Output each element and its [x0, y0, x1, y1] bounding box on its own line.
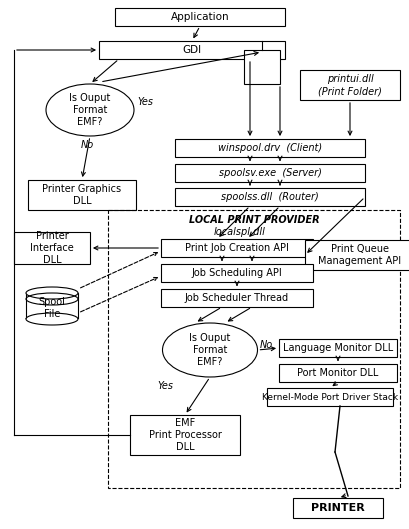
FancyBboxPatch shape	[304, 240, 409, 270]
Text: Application: Application	[170, 12, 229, 22]
Text: Yes: Yes	[157, 381, 173, 391]
Text: Print Job Creation API: Print Job Creation API	[184, 243, 288, 253]
FancyBboxPatch shape	[99, 41, 284, 59]
Ellipse shape	[26, 313, 78, 325]
Bar	[26, 293, 78, 319]
Text: Print Queue
Management API: Print Queue Management API	[318, 244, 400, 266]
Text: printui.dll
(Print Folder): printui.dll (Print Folder)	[317, 74, 381, 96]
FancyBboxPatch shape	[278, 339, 396, 357]
Text: spoolsv.exe  (Server): spoolsv.exe (Server)	[218, 168, 321, 178]
Text: LOCAL PRINT PROVIDER: LOCAL PRINT PROVIDER	[188, 215, 319, 225]
Text: No: No	[80, 140, 93, 150]
Text: PRINTER: PRINTER	[310, 503, 364, 513]
FancyBboxPatch shape	[278, 364, 396, 382]
FancyBboxPatch shape	[14, 232, 90, 264]
Text: Printer Graphics
DLL: Printer Graphics DLL	[43, 184, 121, 206]
Text: Job Scheduling API: Job Scheduling API	[191, 268, 282, 278]
Ellipse shape	[26, 287, 78, 299]
Ellipse shape	[46, 84, 134, 136]
Text: spoolss.dll  (Router): spoolss.dll (Router)	[220, 192, 318, 202]
FancyBboxPatch shape	[299, 70, 399, 100]
Text: GDI: GDI	[182, 45, 201, 55]
FancyBboxPatch shape	[266, 388, 392, 406]
Text: winspool.drv  (Client): winspool.drv (Client)	[218, 143, 321, 153]
FancyBboxPatch shape	[243, 50, 279, 84]
Text: Kernel-Mode Port Driver Stack: Kernel-Mode Port Driver Stack	[261, 393, 397, 402]
FancyBboxPatch shape	[161, 264, 312, 282]
FancyBboxPatch shape	[130, 415, 239, 455]
FancyBboxPatch shape	[175, 139, 364, 157]
FancyBboxPatch shape	[115, 8, 284, 26]
FancyBboxPatch shape	[161, 239, 312, 257]
Text: EMF
Print Processor
DLL: EMF Print Processor DLL	[148, 417, 221, 452]
FancyBboxPatch shape	[292, 498, 382, 518]
Text: Printer
Interface
DLL: Printer Interface DLL	[30, 231, 74, 266]
Text: Is Ouput
Format
EMF?: Is Ouput Format EMF?	[69, 93, 110, 127]
Text: Is Ouput
Format
EMF?: Is Ouput Format EMF?	[189, 333, 230, 368]
FancyBboxPatch shape	[161, 289, 312, 307]
FancyBboxPatch shape	[175, 188, 364, 206]
Text: Language Monitor DLL: Language Monitor DLL	[282, 343, 392, 353]
Text: Job Scheduler Thread: Job Scheduler Thread	[184, 293, 288, 303]
Text: Spool
File: Spool File	[38, 297, 65, 319]
FancyBboxPatch shape	[175, 164, 364, 182]
Text: localspl.dll: localspl.dll	[213, 227, 265, 237]
Bar	[25, 319, 79, 326]
Text: No: No	[259, 340, 272, 350]
FancyBboxPatch shape	[28, 180, 136, 210]
Text: Yes: Yes	[137, 97, 153, 107]
Ellipse shape	[162, 323, 257, 377]
Text: Port Monitor DLL: Port Monitor DLL	[297, 368, 378, 378]
